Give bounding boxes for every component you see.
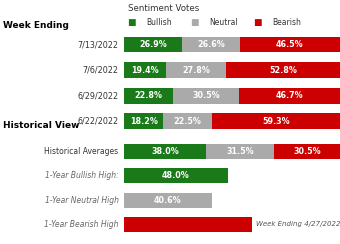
Bar [124, 37, 182, 52]
Text: ■: ■ [190, 18, 199, 27]
Text: Week Ending 4/27/2022: Week Ending 4/27/2022 [256, 222, 340, 227]
Text: 26.6%: 26.6% [197, 40, 225, 49]
Bar [164, 113, 212, 129]
Bar [124, 193, 212, 208]
Text: Bearish: Bearish [272, 18, 301, 27]
Text: 46.5%: 46.5% [276, 40, 304, 49]
Text: 27.8%: 27.8% [182, 66, 210, 75]
Bar [226, 62, 340, 78]
Bar [274, 144, 340, 159]
Text: Historical Averages: Historical Averages [45, 147, 119, 156]
Text: 6/29/2022: 6/29/2022 [78, 91, 119, 100]
Bar [124, 168, 228, 183]
Text: 1-Year Bearish High: 1-Year Bearish High [44, 220, 119, 229]
Text: 1-Year Bullish High:: 1-Year Bullish High: [45, 171, 119, 180]
Text: Neutral: Neutral [209, 18, 238, 27]
Bar [124, 217, 252, 232]
Text: 38.0%: 38.0% [151, 147, 179, 156]
Bar [212, 113, 340, 129]
Bar [173, 88, 239, 104]
Bar [239, 88, 340, 104]
Bar [206, 144, 274, 159]
Text: 59.3%: 59.3% [262, 117, 290, 126]
Text: 40.6%: 40.6% [154, 196, 182, 204]
Text: 7/6/2022: 7/6/2022 [83, 66, 119, 75]
Bar [124, 88, 173, 104]
Text: Sentiment Votes: Sentiment Votes [128, 4, 199, 13]
Text: 31.5%: 31.5% [226, 147, 254, 156]
Bar [166, 62, 226, 78]
Text: 6/22/2022: 6/22/2022 [78, 117, 119, 126]
Text: Historical View: Historical View [3, 121, 80, 130]
Text: ■: ■ [128, 18, 136, 27]
Text: Week Ending: Week Ending [3, 21, 69, 30]
Text: ■: ■ [253, 18, 262, 27]
Text: 46.7%: 46.7% [276, 91, 303, 100]
Bar [240, 37, 340, 52]
Text: 30.5%: 30.5% [293, 147, 321, 156]
Bar [182, 37, 240, 52]
Text: 18.2%: 18.2% [130, 117, 158, 126]
Text: 1-Year Neutral High: 1-Year Neutral High [45, 196, 119, 204]
Bar [124, 62, 166, 78]
Text: 22.8%: 22.8% [135, 91, 163, 100]
Text: 22.5%: 22.5% [174, 117, 202, 126]
Text: 52.8%: 52.8% [269, 66, 297, 75]
Text: 19.4%: 19.4% [131, 66, 159, 75]
Text: 26.9%: 26.9% [139, 40, 167, 49]
Text: 7/13/2022: 7/13/2022 [78, 40, 119, 49]
Text: 48.0%: 48.0% [162, 171, 190, 180]
Text: 30.5%: 30.5% [192, 91, 220, 100]
Text: Bullish: Bullish [146, 18, 172, 27]
Bar [124, 144, 206, 159]
Bar [124, 113, 164, 129]
